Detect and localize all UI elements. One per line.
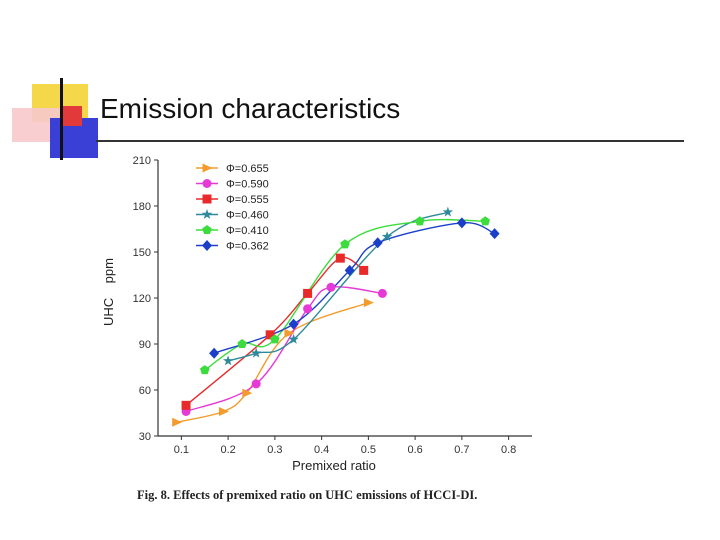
- series-line-1: [185, 286, 383, 413]
- y-tick-label: 120: [133, 293, 151, 305]
- x-tick-label: 0.5: [361, 444, 376, 456]
- x-tick-label: 0.2: [220, 444, 235, 456]
- series-line-0: [176, 301, 369, 423]
- data-point-series-4: [270, 334, 280, 344]
- data-point-series-3: [222, 355, 234, 366]
- y-tick-label: 180: [133, 201, 151, 213]
- slide-title: Emission characteristics: [100, 93, 401, 124]
- data-point-series-0: [363, 298, 374, 308]
- x-tick-label: 0.8: [501, 444, 516, 456]
- data-point-series-5: [372, 237, 383, 249]
- data-point-series-4: [237, 339, 247, 348]
- data-point-series-5: [209, 347, 220, 359]
- data-point-series-5: [344, 264, 355, 276]
- decor-vertical-rule: [60, 78, 63, 160]
- legend-label: Φ=0.590: [226, 179, 269, 191]
- data-point-series-2: [359, 265, 369, 275]
- legend-marker: [202, 225, 212, 234]
- data-point-series-3: [288, 333, 299, 344]
- legend-marker: [202, 179, 212, 188]
- data-point-series-5: [288, 318, 299, 330]
- legend-label: Φ=0.655: [226, 163, 269, 175]
- figure-caption: Fig. 8. Effects of premixed ratio on UHC…: [137, 488, 478, 502]
- x-tick-label: 0.1: [174, 444, 189, 456]
- data-point-series-4: [200, 365, 210, 375]
- data-point-series-5: [489, 228, 500, 240]
- legend-label: Φ=0.410: [226, 225, 269, 237]
- y-axis-label: UHC ppm: [101, 258, 116, 326]
- y-tick-label: 90: [139, 339, 151, 351]
- data-point-series-1: [326, 282, 336, 292]
- data-point-series-4: [415, 216, 425, 226]
- x-tick-label: 0.4: [314, 444, 329, 456]
- y-tick-label: 210: [133, 155, 151, 167]
- data-point-series-2: [265, 330, 275, 340]
- y-tick-label: 30: [139, 431, 151, 443]
- data-point-series-5: [456, 217, 467, 229]
- data-point-series-1: [377, 288, 387, 298]
- data-point-series-0: [284, 328, 295, 338]
- legend-marker: [202, 194, 212, 204]
- data-point-series-4: [480, 216, 490, 226]
- data-point-series-3: [442, 206, 454, 217]
- data-point-series-2: [335, 253, 345, 263]
- legend-label: Φ=0.362: [226, 241, 269, 253]
- decor-red-square: [62, 106, 82, 126]
- x-tick-label: 0.3: [267, 444, 282, 456]
- data-point-series-2: [181, 400, 191, 410]
- x-tick-label: 0.6: [407, 444, 422, 456]
- title-underline: [96, 140, 684, 142]
- data-point-series-0: [218, 406, 229, 416]
- legend-marker: [201, 209, 213, 219]
- data-point-series-1: [303, 304, 313, 314]
- data-point-series-2: [303, 288, 313, 298]
- y-tick-label: 150: [133, 247, 151, 259]
- data-point-series-3: [250, 347, 262, 358]
- series-line-2: [185, 256, 365, 406]
- legend-marker: [202, 240, 212, 251]
- data-point-series-4: [340, 239, 350, 249]
- data-point-series-3: [381, 231, 393, 242]
- x-axis-label: Premixed ratio: [292, 458, 376, 473]
- data-point-series-0: [172, 417, 183, 427]
- legend-label: Φ=0.460: [226, 210, 269, 222]
- data-point-series-0: [242, 388, 253, 398]
- data-point-series-1: [251, 379, 261, 389]
- y-tick-label: 60: [139, 385, 151, 397]
- legend-label: Φ=0.555: [226, 194, 269, 206]
- x-tick-label: 0.7: [454, 444, 469, 456]
- legend-marker: [202, 163, 213, 173]
